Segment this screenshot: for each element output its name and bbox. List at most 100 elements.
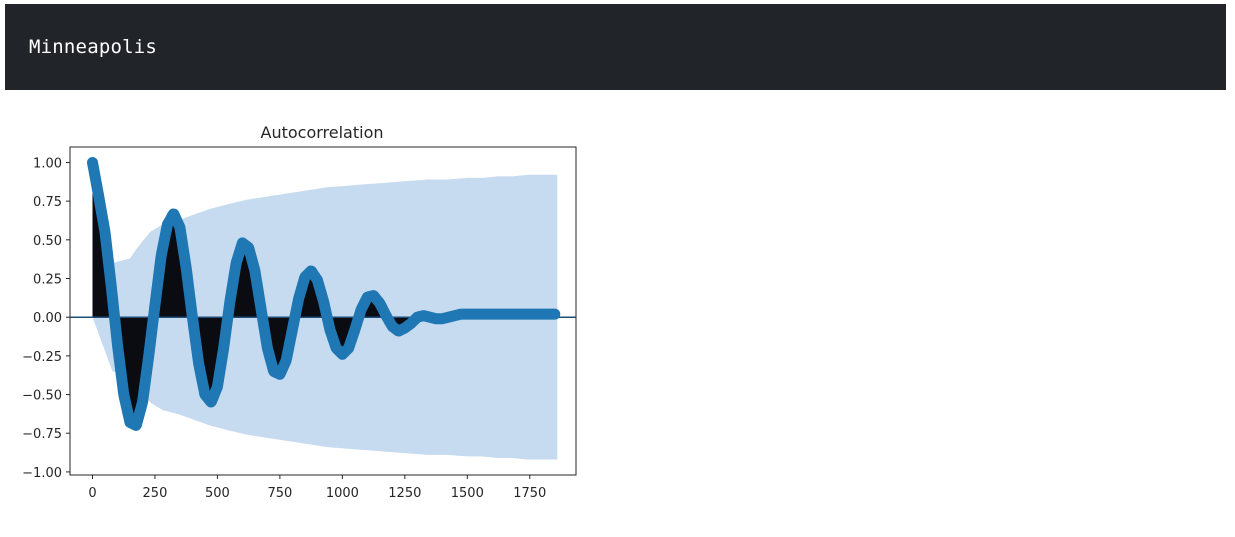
- acf-point: [488, 310, 497, 319]
- acf-point: [144, 351, 153, 360]
- chart-svg: Autocorrelation 1.00 0.75 0.50 0.25 0.00 −0.2…: [22, 123, 577, 501]
- acf-point: [457, 310, 466, 319]
- acf-point: [382, 311, 391, 320]
- acf-stems: [92, 162, 555, 426]
- acf-point: [463, 310, 472, 319]
- acf-point: [544, 310, 553, 319]
- acf-point: [538, 310, 547, 319]
- acf-point: [319, 297, 328, 306]
- acf-point: [519, 310, 528, 319]
- header-bar: Minneapolis: [5, 4, 1226, 90]
- acf-point: [350, 325, 359, 334]
- acf-point: [200, 390, 209, 399]
- acf-point: [432, 314, 441, 323]
- acf-point: [469, 310, 478, 319]
- acf-point: [188, 313, 197, 322]
- y-tick-label: 0.25: [33, 273, 62, 288]
- y-tick-label: 0.00: [33, 311, 62, 326]
- acf-point: [507, 310, 516, 319]
- acf-point: [238, 238, 247, 247]
- acf-point: [425, 313, 434, 322]
- acf-point: [400, 324, 409, 333]
- acf-point: [225, 297, 234, 306]
- acf-point: [475, 310, 484, 319]
- acf-point: [344, 344, 353, 353]
- acf-point: [194, 359, 203, 368]
- acf-point: [394, 327, 403, 336]
- x-tick-label: 750: [267, 486, 292, 501]
- acf-point: [150, 300, 159, 309]
- plot-layer: 1.00 0.75 0.50 0.25 0.00 −0.25 −0.50 −0.75 −1.00…: [22, 146, 577, 501]
- acf-point: [182, 263, 191, 272]
- autocorrelation-chart: Autocorrelation 1.00 0.75 0.50 0.25 0.00 −0.2…: [0, 110, 600, 530]
- acf-point: [450, 311, 459, 320]
- y-tick-label: −0.25: [22, 350, 62, 365]
- acf-point: [207, 398, 216, 407]
- acf-point: [332, 344, 341, 353]
- acf-point: [157, 251, 166, 260]
- acf-point: [275, 370, 284, 379]
- acf-point: [419, 311, 428, 320]
- acf-point: [369, 291, 378, 300]
- y-tick-label: −1.00: [22, 466, 62, 481]
- y-tick-label: 0.50: [33, 234, 62, 249]
- acf-point: [413, 313, 422, 322]
- acf-point: [325, 325, 334, 334]
- acf-point: [257, 305, 266, 314]
- x-tick-label: 1500: [451, 486, 484, 501]
- acf-point: [169, 209, 178, 218]
- acf-point: [94, 192, 103, 201]
- acf-point: [388, 322, 397, 331]
- acf-point: [494, 310, 503, 319]
- acf-point: [125, 418, 134, 427]
- acf-point: [100, 228, 109, 237]
- acf-point: [338, 350, 347, 359]
- acf-point: [525, 310, 534, 319]
- acf-point: [357, 305, 366, 314]
- acf-point: [175, 223, 184, 232]
- acf-point: [269, 367, 278, 376]
- x-tick-label: 0: [88, 486, 96, 501]
- acf-point: [119, 390, 128, 399]
- acf-point: [213, 382, 222, 391]
- axes-frame: [69, 146, 577, 476]
- acf-point: [513, 310, 522, 319]
- acf-point: [550, 310, 559, 319]
- acf-point: [407, 319, 416, 328]
- x-tick-label: 1000: [326, 486, 359, 501]
- y-tick-label: 0.75: [33, 195, 62, 210]
- acf-point: [294, 294, 303, 303]
- acf-point: [532, 310, 541, 319]
- chart-title: Autocorrelation: [261, 123, 384, 142]
- x-tick-label: 500: [205, 486, 230, 501]
- y-tick-label: 1.00: [33, 156, 62, 171]
- acf-point: [500, 310, 509, 319]
- acf-point: [88, 158, 97, 167]
- acf-point: [444, 313, 453, 322]
- acf-point: [375, 299, 384, 308]
- acf-point: [282, 356, 291, 365]
- acf-point: [438, 314, 447, 323]
- x-tick-label: 1750: [513, 486, 546, 501]
- acf-point: [363, 293, 372, 302]
- y-tick-label: −0.50: [22, 389, 62, 404]
- x-tick-label: 1250: [388, 486, 421, 501]
- y-tick-label: −0.75: [22, 427, 62, 442]
- acf-point: [163, 220, 172, 229]
- acf-point: [482, 310, 491, 319]
- acf-point: [138, 398, 147, 407]
- acf-point: [250, 266, 259, 275]
- x-tick-label: 250: [143, 486, 168, 501]
- acf-point: [307, 266, 316, 275]
- acf-point: [132, 421, 141, 430]
- acf-point: [232, 259, 241, 268]
- acf-point: [300, 272, 309, 281]
- acf-point: [244, 243, 253, 252]
- acf-point: [107, 282, 116, 291]
- acf-point: [113, 341, 122, 350]
- acf-point: [263, 344, 272, 353]
- page-title: Minneapolis: [29, 36, 158, 58]
- acf-point: [313, 276, 322, 285]
- acf-point: [288, 325, 297, 334]
- acf-point: [219, 344, 228, 353]
